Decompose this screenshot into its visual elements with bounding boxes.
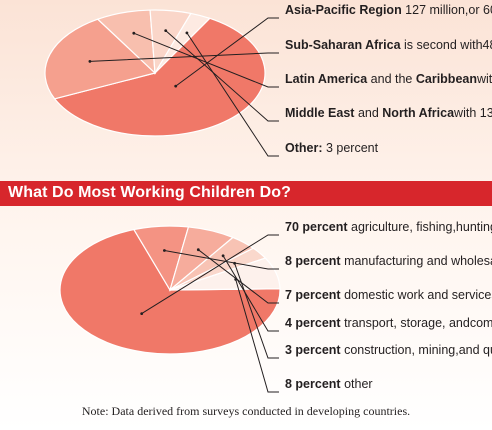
region-label-latin-america-and-the-caribbean: Latin America and the Caribbeanwith 17.4… [285, 72, 492, 86]
work-slice-agriculture-fishing-hunting-and-forestry [59, 228, 281, 355]
region-slice-sub-saharan-africa [44, 18, 157, 100]
work-slices [59, 225, 281, 355]
work-leader-transport-storage-and-communication [221, 254, 279, 332]
region-label-other: Other: 3 percent [285, 141, 379, 155]
work-label-construction-mining-and-quarrying: 3 percent construction, mining,and quarr… [285, 343, 492, 357]
region-label-middle-east-and-north-africa: Middle East and North Africawith 13.4 mi… [285, 106, 492, 120]
work-leader-manufacturing-and-wholesale-and-retail-trade-restaurants-and-hotels [163, 249, 279, 270]
work-label-domestic-work-and-services: 7 percent domestic work and services [285, 288, 492, 302]
work-leader-construction-mining-and-quarrying [233, 261, 279, 359]
region-leader-middle-east-and-north-africa [164, 29, 279, 122]
work-label-other: 8 percent other [285, 377, 373, 391]
region-label-sub-saharan-africa: Sub-Saharan Africa is second with48 mill… [285, 38, 492, 52]
work-leader-other [234, 278, 279, 393]
region-slice-asia-pacific-region [53, 17, 266, 137]
work-type-pie-chart: 70 percent agriculture, fishing,hunting,… [59, 220, 492, 393]
region-label-asia-pacific-region: Asia-Pacific Region 127 million,or 60 pe… [285, 3, 492, 17]
footnote: Note: Data derived from surveys conducte… [81, 404, 411, 418]
work-label-manufacturing-and-wholesale-and-retail-trade-restaurants-and-hotels: 8 percent manufacturing and wholesaleand… [285, 254, 492, 268]
region-pie-chart: Asia-Pacific Region 127 million,or 60 pe… [44, 3, 492, 157]
work-label-agriculture-fishing-hunting-and-forestry: 70 percent agriculture, fishing,hunting,… [285, 220, 492, 234]
work-leader-agriculture-fishing-hunting-and-forestry [140, 234, 279, 315]
work-leader-domestic-work-and-services [196, 248, 279, 304]
region-leader-other [185, 31, 279, 157]
region-leader-latin-america-and-the-caribbean [132, 31, 279, 88]
section-header-bar: What Do Most Working Children Do? [0, 181, 492, 206]
region-leader-sub-saharan-africa [88, 52, 279, 63]
section-title: What Do Most Working Children Do? [8, 184, 291, 201]
work-label-transport-storage-and-communication: 4 percent transport, storage, andcommuni… [285, 316, 492, 330]
